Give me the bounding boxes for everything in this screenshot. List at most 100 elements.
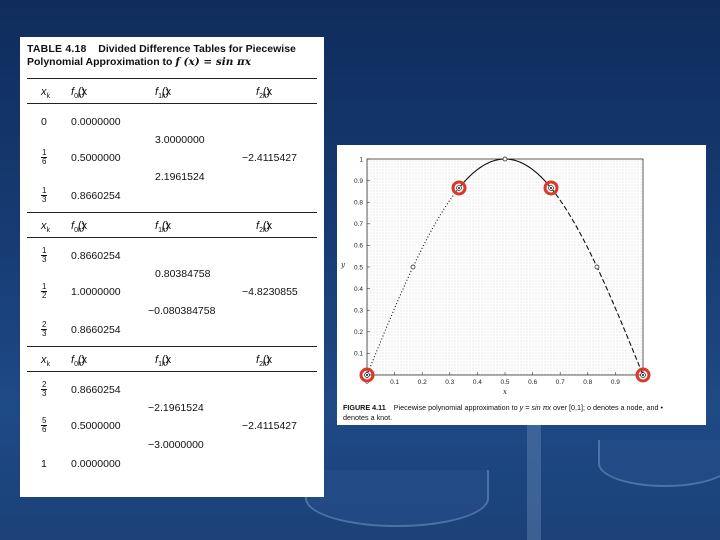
table-rule [27,346,317,347]
figure-caption-text-4: denotes a knot. [343,413,393,422]
y-tick-label: 0.6 [354,243,363,250]
f2-value: −4.8230855 [242,286,298,298]
y-tick-label: 0.4 [354,286,363,293]
f1-value: −0.080384758 [148,305,216,317]
figure-caption-text-1: Piecewise polynomial approximation to [393,403,518,412]
figure-caption-text-3: ; o denotes a node, and • [582,403,664,412]
f0-value: 0.0000000 [71,116,121,128]
x-tick-label: 0.3 [445,379,454,386]
table-rule [27,371,317,372]
table-header-row: xk f0 (x k) f1 (x k) f2 (x k) [27,347,317,371]
f1-value: −3.0000000 [148,439,204,451]
x-tick-label: 0.6 [528,379,537,386]
table-header-2: f1 (x k) [155,220,172,235]
f2-value: −2.4115427 [242,152,297,164]
table-label: TABLE 4.18 [27,43,87,55]
y-tick-label: 0.2 [354,329,363,336]
figure-caption-label: FIGURE 4.11 [343,403,386,412]
f0-value: 1.0000000 [71,286,121,298]
table-block-3: 2 3 5 6 1 0.8660254 0.5000000 0.0000000 −2.19615… [27,372,317,480]
table-header-1: f0 (x k) [71,86,88,101]
background-scale-pan-right [598,440,720,487]
background-scale-pole [527,420,541,540]
curve-segment-dotted [366,187,460,376]
y-tick-label: 0.8 [354,200,363,207]
knot-dot [457,186,460,189]
table-rule [27,237,317,238]
table-title: TABLE 4.18 Divided Difference Tables for… [27,43,317,69]
table-title-line-1: Divided Difference Tables for Piecewise [98,43,296,55]
table-header-2: f1 (x k) [155,86,172,101]
figure-caption-text-2: over [553,403,567,412]
table-rule [27,212,317,213]
table-header-0: xk [41,220,50,235]
f0-value: 0.5000000 [71,420,121,432]
x-axis-label: x [503,388,507,396]
knot-highlight-ring [543,180,559,196]
divided-difference-table-page: TABLE 4.18 Divided Difference Tables for… [20,37,324,497]
table-header-1: f0 (x k) [71,354,88,369]
x-tick-label: 0.9 [611,379,620,386]
f1-value: 2.1961524 [155,171,205,183]
f0-value: 0.5000000 [71,152,121,164]
x-tick-label: 0.7 [556,379,565,386]
table-header-row: xk f0 (x k) f1 (x k) f2 (x k) [27,213,317,237]
table-header-0: xk [41,354,50,369]
knot-dot [550,186,553,189]
figure-page: 0 0.1 0.2 0.3 0.4 0.5 0.6 0.7 0.8 0.9 0.1 0.2 0.3 0.4… [337,145,706,425]
f0-value: 0.0000000 [71,458,121,470]
x-value: 0 [41,116,47,128]
y-tick-label: 0.5 [354,264,363,271]
table-header-3: f2 (x k) [256,354,273,369]
plot-area: 0 0.1 0.2 0.3 0.4 0.5 0.6 0.7 0.8 0.9 0.1 0.2 0.3 0.4… [340,156,651,396]
x-value: 1 [41,458,47,470]
knot-highlight-ring [359,367,375,383]
table-header-2: f1 (x k) [155,354,172,369]
y-tick-label: 0.3 [354,308,363,315]
f1-value: −2.1961524 [148,402,204,414]
figure-caption-math-1: y = sin πx [519,403,551,412]
node-marker [502,156,508,162]
knot-dot [366,374,368,376]
f0-value: 0.8660254 [71,324,121,336]
plot-frame [366,158,644,376]
x-tick-label: 0.2 [418,379,427,386]
x-tick-label: 0 [365,379,369,386]
figure-caption-math-2: [0,1] [568,403,583,412]
y-tick-label: 0.1 [354,351,363,358]
f0-value: 0.8660254 [71,250,121,262]
table-rule [27,103,317,104]
table-header-3: f2 (x k) [256,86,273,101]
table-header-row: xk f0 (x k) f1 (x k) f2 (x k) [27,79,317,103]
table-rule [27,78,317,79]
y-tick-label: 0.9 [354,178,363,185]
table-title-function: f (x) = sin πx [175,56,251,68]
knot-highlight-ring [451,180,467,196]
knot-dot [642,374,644,376]
table-header-1: f0 (x k) [71,220,88,235]
y-tick-label: 0.7 [354,221,363,228]
table-blocks: xk f0 (x k) f1 (x k) f2 (x k) 0 1 6 1 3 0.0000000 0.5000… [27,78,317,480]
y-axis-label: y [340,261,346,269]
table-block-1: 0 1 6 1 3 0.0000000 0.5000000 0.8660254 3.000000… [27,104,317,212]
f0-value: 0.8660254 [71,190,121,202]
x-tick-label: 0.4 [473,379,482,386]
f1-value: 3.0000000 [155,134,205,146]
y-tick-label: 1 [359,156,363,163]
x-tick-label: 0.5 [500,379,509,386]
knot-highlight-ring [635,367,651,383]
f2-value: −2.4115427 [242,420,297,432]
node-marker [594,264,600,270]
table-header-0: xk [41,86,50,101]
node-marker [410,264,416,270]
x-tick-label: 0.8 [583,379,592,386]
figure-caption: FIGURE 4.11 Piecewise polynomial approxi… [343,403,703,423]
f0-value: 0.8660254 [71,384,121,396]
